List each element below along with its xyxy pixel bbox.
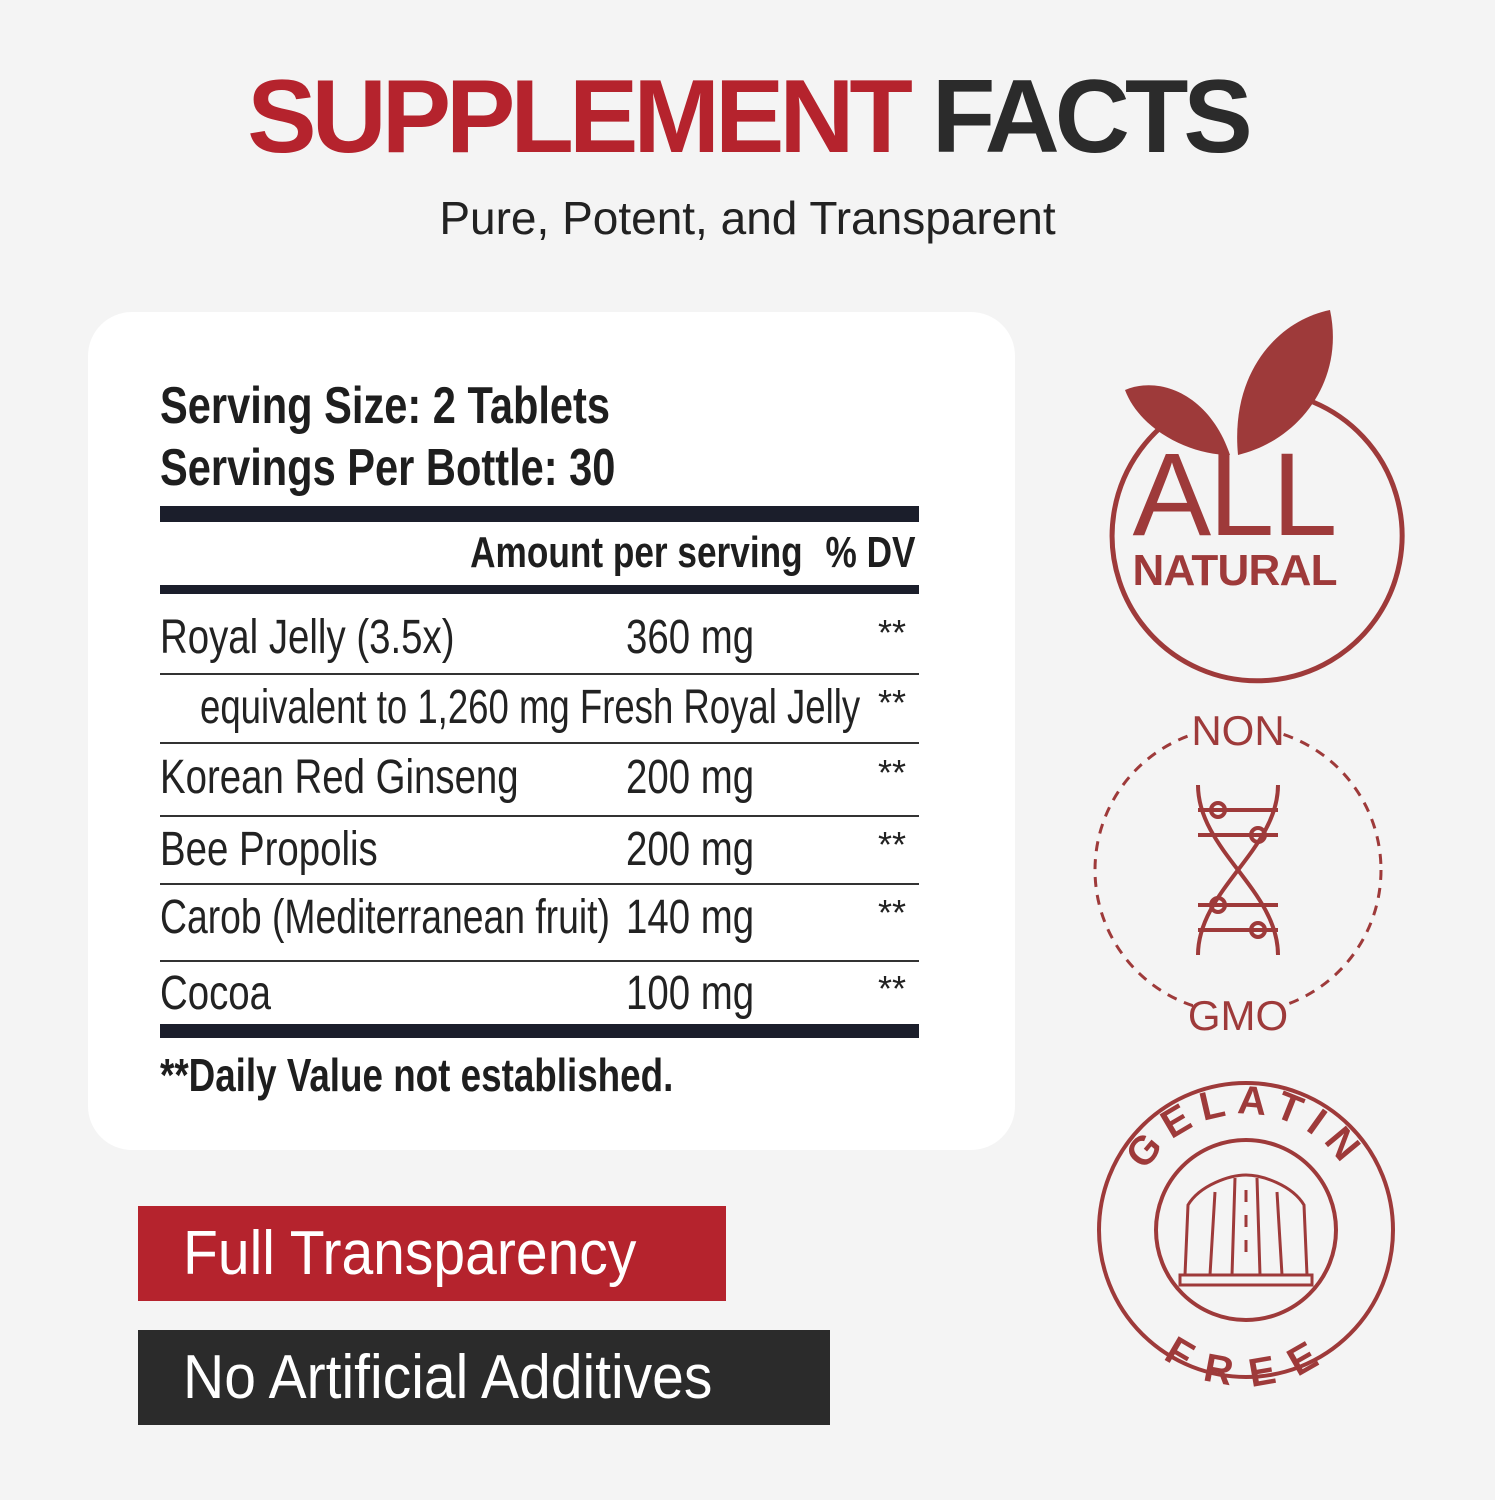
servings-per-bottle: Servings Per Bottle: 30 bbox=[160, 439, 616, 497]
non-gmo-badge: NON GMO bbox=[1093, 705, 1383, 1039]
leaf-icon bbox=[1237, 310, 1333, 455]
ingredient-name: Korean Red Ginseng bbox=[160, 751, 519, 804]
ingredient-name: Bee Propolis bbox=[160, 823, 378, 876]
ingredient-name: equivalent to 1,260 mg Fresh Royal Jelly bbox=[200, 681, 861, 734]
dna-icon bbox=[1196, 784, 1280, 956]
row-divider bbox=[160, 815, 919, 817]
ingredient-name: Cocoa bbox=[160, 967, 271, 1020]
ingredient-dv: ** bbox=[878, 612, 907, 653]
ingredient-dv: ** bbox=[878, 968, 907, 1009]
divider-medium bbox=[160, 585, 919, 594]
page-subtitle: Pure, Potent, and Transparent bbox=[439, 192, 1056, 244]
supplement-facts-card bbox=[88, 312, 1015, 1150]
divider-thick-bottom bbox=[160, 1024, 919, 1038]
ingredient-amount: 100 mg bbox=[626, 967, 755, 1020]
row-divider bbox=[160, 960, 919, 962]
column-amount-header: Amount per serving bbox=[470, 528, 804, 577]
row-divider bbox=[160, 673, 919, 675]
ingredient-amount: 140 mg bbox=[626, 891, 755, 944]
row-divider bbox=[160, 883, 919, 885]
svg-text:NON: NON bbox=[1191, 707, 1284, 754]
svg-text:GELATIN: GELATIN bbox=[1117, 1078, 1374, 1177]
ingredient-name: Royal Jelly (3.5x) bbox=[160, 611, 455, 664]
gelatin-mold-icon bbox=[1178, 1173, 1314, 1287]
svg-text:FREE: FREE bbox=[1158, 1328, 1334, 1396]
no-artificial-additives-label: No Artificial Additives bbox=[138, 1330, 830, 1425]
badges: ALL NATURAL NON GMO GELATIN FREE bbox=[1093, 310, 1405, 1396]
ingredient-dv: ** bbox=[878, 892, 907, 933]
ingredient-dv: ** bbox=[878, 752, 907, 793]
all-natural-badge: ALL NATURAL bbox=[1109, 310, 1405, 684]
ingredient-dv: ** bbox=[878, 682, 907, 723]
full-transparency-label: Full Transparency bbox=[138, 1206, 726, 1301]
svg-text:ALL: ALL bbox=[1133, 429, 1338, 561]
ingredient-dv: ** bbox=[878, 824, 907, 865]
svg-text:GMO: GMO bbox=[1188, 992, 1288, 1039]
page-title: SUPPLEMENT FACTS bbox=[247, 59, 1253, 175]
row-divider bbox=[160, 742, 919, 744]
svg-text:NATURAL: NATURAL bbox=[1133, 546, 1338, 595]
footnote: **Daily Value not established. bbox=[160, 1049, 674, 1101]
ingredient-amount: 200 mg bbox=[626, 751, 755, 804]
ingredient-amount: 200 mg bbox=[626, 823, 755, 876]
ingredient-name: Carob (Mediterranean fruit) bbox=[160, 891, 610, 944]
leaf-icon bbox=[1125, 385, 1230, 455]
gelatin-free-badge: GELATIN FREE bbox=[1097, 1078, 1395, 1396]
column-dv-header: % DV bbox=[825, 528, 915, 577]
serving-size: Serving Size: 2 Tablets bbox=[160, 377, 611, 435]
divider-thick bbox=[160, 506, 919, 522]
ingredient-amount: 360 mg bbox=[626, 611, 755, 664]
